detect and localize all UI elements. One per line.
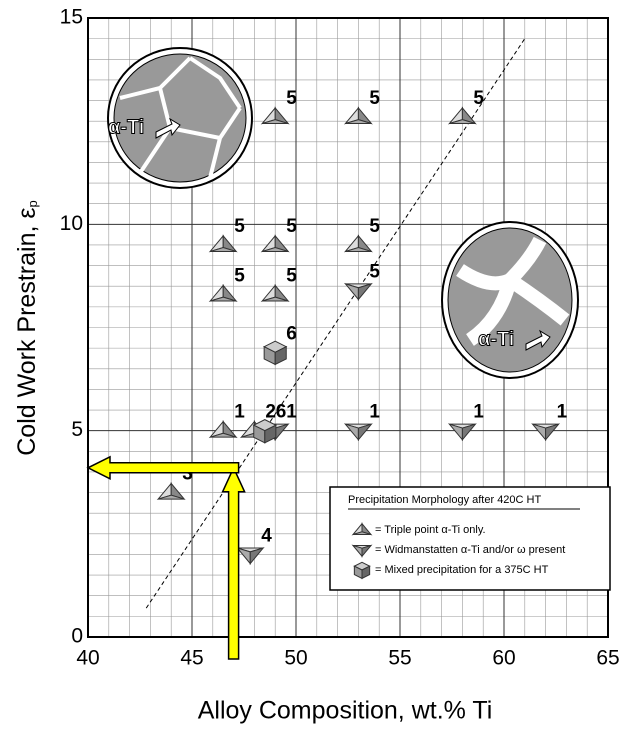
marker-face	[352, 531, 372, 535]
guide-arrow-horizontal	[86, 455, 240, 481]
marker	[343, 234, 373, 253]
point-label: 6	[276, 402, 287, 423]
grain-boundary	[456, 236, 570, 346]
point-label: 1	[369, 402, 380, 423]
inset-arrow	[525, 329, 551, 351]
marker-face	[345, 247, 372, 252]
x-axis-label: Alloy Composition, wt.% Ti	[198, 697, 493, 725]
marker-face	[158, 494, 185, 500]
inset	[441, 221, 579, 379]
marker	[447, 106, 477, 125]
marker	[208, 420, 238, 439]
marker-face	[249, 547, 265, 565]
marker	[252, 419, 277, 444]
point-label: 1	[557, 402, 568, 423]
inset-label: α-Ti	[478, 328, 514, 350]
x-tick-label: 50	[284, 647, 307, 670]
point-label: 5	[369, 261, 380, 282]
x-tick-label: 60	[492, 647, 515, 670]
point-label: 1	[234, 402, 245, 423]
guide-arrow-vertical	[221, 466, 246, 660]
point-label: 5	[369, 88, 380, 109]
point-label: 1	[286, 402, 297, 423]
marker	[531, 423, 561, 442]
y-tick-label: 10	[60, 212, 83, 235]
marker	[260, 106, 290, 125]
inset-arrow	[155, 117, 181, 139]
point-label: 5	[286, 266, 297, 287]
y-axis-label-sub: p	[25, 200, 40, 207]
point-label: 2	[265, 402, 276, 423]
marker-face	[449, 119, 476, 125]
point-label: 5	[286, 88, 297, 109]
marker	[208, 284, 238, 302]
marker	[156, 482, 186, 501]
point-label: 6	[286, 323, 297, 344]
legend-label: = Triple point α-Ti only.	[375, 524, 486, 536]
point-label: 5	[369, 216, 380, 237]
marker-face	[361, 544, 373, 558]
inset-label: α-Ti	[108, 116, 144, 138]
marker-face	[274, 345, 287, 366]
marker	[263, 340, 288, 366]
marker	[343, 106, 373, 125]
marker-face	[210, 247, 237, 252]
marker	[235, 547, 265, 565]
marker-face	[357, 423, 373, 442]
point-label: 3	[182, 464, 193, 485]
plot-frame	[87, 17, 609, 638]
marker	[351, 544, 373, 558]
x-tick-label: 45	[180, 647, 203, 670]
point-label: 1	[473, 402, 484, 423]
marker	[343, 282, 373, 301]
x-tick-label: 40	[76, 647, 99, 670]
inset-field	[113, 53, 247, 183]
y-tick-label: 5	[71, 418, 83, 441]
x-tick-label: 65	[596, 647, 619, 670]
grain-boundary	[119, 56, 242, 179]
x-tick-label: 55	[388, 647, 411, 670]
point-label: 5	[286, 216, 297, 237]
legend-title: Precipitation Morphology after 420C HT	[348, 494, 541, 506]
marker	[260, 284, 290, 302]
legend-label: = Widmanstatten α-Ti and/or ω present	[375, 544, 565, 556]
marker-face	[461, 423, 477, 442]
point-label: 5	[234, 216, 245, 237]
point-label: 5	[234, 266, 245, 287]
marker-face	[345, 119, 372, 125]
marker-face	[361, 565, 371, 580]
y-axis-label: Cold Work Prestrain, εp	[13, 200, 41, 456]
marker-face	[262, 119, 289, 125]
marker-face	[210, 432, 237, 438]
marker-face	[262, 247, 289, 252]
marker-face	[262, 296, 289, 302]
trend-line	[145, 38, 526, 609]
marker-face	[264, 424, 277, 444]
point-label: 5	[473, 88, 484, 109]
y-tick-label: 0	[71, 625, 83, 648]
marker-face	[210, 296, 237, 302]
marker	[343, 423, 373, 442]
marker-face	[357, 282, 373, 301]
marker-face	[545, 423, 561, 442]
inset	[107, 47, 253, 189]
point-label: 4	[261, 525, 272, 546]
legend-label: = Mixed precipitation for a 375C HT	[375, 564, 549, 576]
y-axis-label-text: Cold Work Prestrain, ε	[13, 207, 41, 455]
marker	[447, 423, 477, 442]
y-tick-label: 15	[60, 6, 83, 29]
legend-box	[329, 486, 611, 591]
marker	[208, 234, 238, 253]
marker	[351, 522, 373, 536]
marker	[353, 561, 371, 580]
marker	[260, 234, 290, 253]
